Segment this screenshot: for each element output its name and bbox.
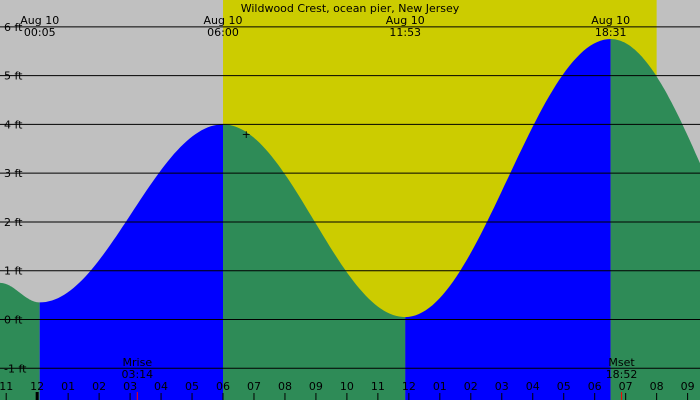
x-tick-label: 11 xyxy=(371,380,385,393)
rising-tide-area xyxy=(405,39,611,400)
x-tick-label: 08 xyxy=(278,380,292,393)
x-tick-label: 02 xyxy=(464,380,478,393)
x-tick-label: 12 xyxy=(30,380,44,393)
x-tick-label: 04 xyxy=(526,380,540,393)
tide-extreme-time: 06:00 xyxy=(207,26,239,39)
x-tick-label: 07 xyxy=(619,380,633,393)
x-tick-label: 01 xyxy=(433,380,447,393)
x-tick-label: 03 xyxy=(495,380,509,393)
tide-extreme-date: Aug 10 xyxy=(20,14,59,27)
y-tick-label: 4 ft xyxy=(4,118,23,131)
y-tick-label: -1 ft xyxy=(4,362,27,375)
x-tick-label: 02 xyxy=(92,380,106,393)
tide-extreme-date: Aug 10 xyxy=(591,14,630,27)
x-tick-label: 01 xyxy=(61,380,75,393)
tide-extreme-time: 11:53 xyxy=(389,26,421,39)
falling-tide-area xyxy=(0,282,40,400)
x-tick-label: 11 xyxy=(0,380,13,393)
x-tick-label: 05 xyxy=(557,380,571,393)
x-tick-label: 06 xyxy=(216,380,230,393)
falling-tide-area xyxy=(223,124,406,400)
moon-event-label: Mrise xyxy=(123,356,153,369)
x-tick-label: 04 xyxy=(154,380,168,393)
tide-areas xyxy=(0,39,700,400)
rising-tide-area xyxy=(39,124,223,400)
x-tick-label: 06 xyxy=(588,380,602,393)
moon-event-time: 18:52 xyxy=(606,368,638,381)
tide-extreme-time: 18:31 xyxy=(595,26,627,39)
moon-event-label: Mset xyxy=(608,356,635,369)
x-tick-label: 07 xyxy=(247,380,261,393)
y-tick-label: 5 ft xyxy=(4,70,23,83)
current-time-marker: + xyxy=(242,128,251,141)
y-tick-label: 6 ft xyxy=(4,21,23,34)
x-tick-label: 05 xyxy=(185,380,199,393)
x-axis-labels: 11 12 01 02 03 04 05 06 07 08 09 10 11 12 01 02 03 04 05 06… xyxy=(0,380,695,400)
y-tick-label: 1 ft xyxy=(4,265,23,278)
x-tick-label: 03 xyxy=(123,380,137,393)
y-axis-labels: 6 ft 5 ft 4 ft 3 ft 2 ft 1 ft 0 ft -1 ft xyxy=(4,21,27,375)
gridlines xyxy=(0,26,700,369)
x-tick-label: 09 xyxy=(681,380,695,393)
x-tick-label: 12 xyxy=(402,380,416,393)
tide-extreme-date: Aug 10 xyxy=(386,14,425,27)
tide-extreme-time: 00:05 xyxy=(24,26,56,39)
tide-extreme-date: Aug 10 xyxy=(204,14,243,27)
y-tick-label: 3 ft xyxy=(4,167,23,180)
x-tick-label: 10 xyxy=(340,380,354,393)
x-tick-label: 08 xyxy=(650,380,664,393)
moon-event-time: 03:14 xyxy=(121,368,153,381)
falling-tide-area xyxy=(610,39,700,400)
x-tick-label: 09 xyxy=(309,380,323,393)
y-tick-label: 0 ft xyxy=(4,314,23,327)
chart-title: Wildwood Crest, ocean pier, New Jersey xyxy=(241,2,460,15)
y-tick-label: 2 ft xyxy=(4,216,23,229)
